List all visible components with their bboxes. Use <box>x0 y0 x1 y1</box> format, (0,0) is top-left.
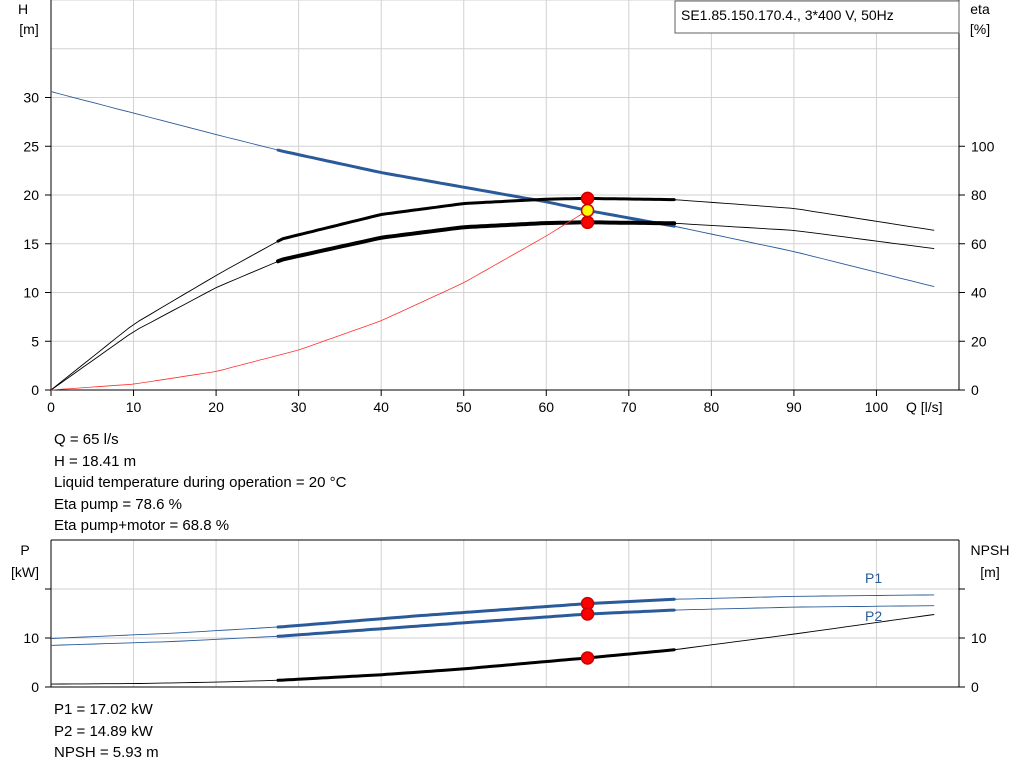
operating-point-marker <box>580 651 595 665</box>
info-p1: P1 = 17.02 kW <box>54 701 153 718</box>
operating-point-marker <box>580 191 595 206</box>
bottom-y-left-label-line1: P <box>20 542 29 558</box>
x-tick-label: 100 <box>865 399 889 415</box>
y-right-tick-label: 0 <box>971 679 979 695</box>
x-tick-label: 0 <box>47 399 55 415</box>
operating-point-info: Q = 65 l/s H = 18.41 m Liquid temperatur… <box>54 429 346 537</box>
legend-p2: P2 <box>865 608 882 624</box>
bottom-chart-operating-points <box>580 596 595 665</box>
series-line-operating <box>276 220 677 264</box>
top-y-right-label-line2: [%] <box>970 21 990 37</box>
operating-point-marker <box>580 215 595 230</box>
top-x-axis-label: Q [l/s] <box>906 399 943 415</box>
bottom-y-right-label-line2: [m] <box>980 564 999 580</box>
series-line-thin <box>50 210 588 391</box>
power-info: P1 = 17.02 kW P2 = 14.89 kW NPSH = 5.93 … <box>54 699 159 764</box>
y-left-tick-label: 0 <box>31 382 39 398</box>
series-line-thin <box>50 594 935 639</box>
series-line-thin <box>50 91 935 288</box>
y-right-tick-label: 100 <box>971 138 995 154</box>
bottom-chart-series <box>50 594 935 685</box>
y-right-tick-label: 60 <box>971 236 987 252</box>
top-chart-operating-points <box>580 191 595 230</box>
bottom-y-left-label-line2: [kW] <box>11 564 39 580</box>
top-y-left-label-line2: [m] <box>19 21 38 37</box>
x-tick-label: 40 <box>373 399 389 415</box>
y-right-tick-label: 80 <box>971 187 987 203</box>
info-p2: P2 = 14.89 kW <box>54 722 153 740</box>
y-left-tick-label: 0 <box>31 679 39 695</box>
info-head: H = 18.41 m <box>54 452 137 470</box>
top-y-right-label-line1: eta <box>970 1 990 17</box>
info-eta-pump-motor: Eta pump+motor = 68.8 % <box>54 517 230 534</box>
series-line-thin <box>50 221 935 391</box>
y-right-tick-label: 20 <box>971 333 987 349</box>
x-tick-label: 70 <box>621 399 637 415</box>
top-chart-series <box>50 91 935 391</box>
y-left-tick-label: 5 <box>31 333 39 349</box>
series-line-operating <box>276 608 676 638</box>
bottom-chart-ticks: 0 10 0 10 <box>23 588 987 695</box>
x-tick-label: 10 <box>126 399 142 415</box>
chart-title: SE1.85.150.170.4., 3*400 V, 50Hz <box>681 7 894 23</box>
x-tick-label: 90 <box>786 399 802 415</box>
legend-p1: P1 <box>865 570 882 586</box>
y-left-tick-label: 30 <box>23 90 39 106</box>
y-right-tick-label: 10 <box>971 630 987 646</box>
info-liquid-temperature: Liquid temperature during operation = 20… <box>54 474 347 491</box>
series-line-thin <box>50 614 935 685</box>
chart-title-box <box>674 0 960 34</box>
operating-point-marker <box>580 607 595 621</box>
series-line-operating <box>276 148 676 228</box>
info-eta-pump: Eta pump = 78.6 % <box>54 495 182 513</box>
y-right-tick-label: 0 <box>971 382 979 398</box>
x-tick-label: 50 <box>456 399 472 415</box>
y-right-tick-label: 40 <box>971 285 987 301</box>
y-left-tick-label: 10 <box>23 285 39 301</box>
series-line-operating <box>276 196 676 243</box>
x-tick-label: 20 <box>208 399 224 415</box>
y-left-tick-label: 20 <box>23 187 39 203</box>
y-left-tick-label: 15 <box>23 236 39 252</box>
top-chart-ticks: 0 10 20 30 40 50 60 70 80 90 100 0 5 10 15 20 25 30 0 20 40 6… <box>23 90 994 416</box>
bottom-y-right-label-line1: NPSH <box>971 542 1010 558</box>
info-npsh: NPSH = 5.93 m <box>54 744 159 761</box>
x-tick-label: 60 <box>538 399 554 415</box>
duty-point-marker <box>580 203 595 218</box>
series-line-operating <box>276 648 676 682</box>
series-line-operating <box>276 597 676 629</box>
info-flow: Q = 65 l/s <box>54 431 119 448</box>
bottom-chart-frame <box>50 539 960 688</box>
y-left-tick-label: 10 <box>23 630 39 646</box>
top-y-left-label-line1: H <box>18 1 28 17</box>
y-left-tick-label: 25 <box>23 138 39 154</box>
x-tick-label: 30 <box>291 399 307 415</box>
x-tick-label: 80 <box>704 399 720 415</box>
